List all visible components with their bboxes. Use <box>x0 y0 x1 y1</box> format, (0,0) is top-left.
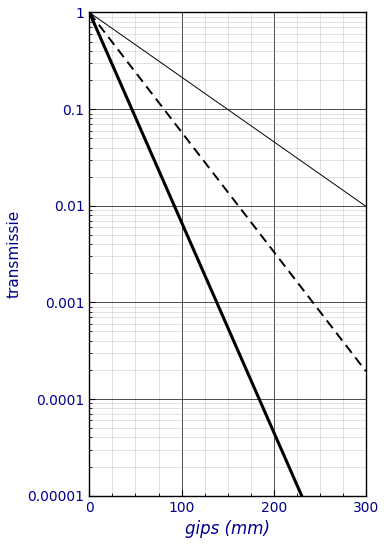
X-axis label: gips (mm): gips (mm) <box>185 520 270 538</box>
Y-axis label: transmissie: transmissie <box>7 210 22 298</box>
